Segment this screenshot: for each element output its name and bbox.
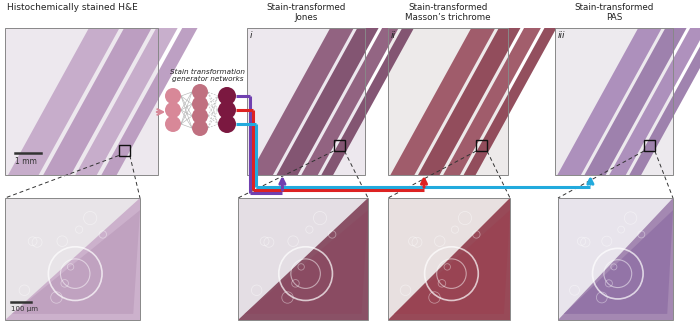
Text: Stain-transformed
Jones: Stain-transformed Jones [266, 3, 346, 22]
Circle shape [165, 116, 181, 132]
Circle shape [218, 115, 236, 133]
Bar [388, 198, 510, 320]
Circle shape [192, 96, 208, 112]
Polygon shape [5, 198, 140, 320]
Polygon shape [321, 28, 414, 175]
Bar [555, 28, 673, 175]
Text: 1 mm: 1 mm [15, 157, 37, 166]
Text: Stain-transformed
PAS: Stain-transformed PAS [574, 3, 654, 22]
Polygon shape [584, 28, 687, 175]
Polygon shape [43, 28, 152, 175]
Bar [247, 28, 365, 175]
Polygon shape [629, 28, 700, 175]
Polygon shape [238, 198, 368, 320]
Circle shape [192, 84, 208, 100]
Polygon shape [388, 198, 510, 320]
Polygon shape [76, 28, 178, 175]
Polygon shape [443, 28, 541, 175]
Bar [5, 198, 140, 320]
Polygon shape [301, 28, 399, 175]
Text: iii: iii [558, 31, 566, 40]
Circle shape [192, 120, 208, 136]
Polygon shape [557, 28, 662, 175]
Bar [388, 28, 508, 175]
Polygon shape [564, 210, 673, 314]
Bar [5, 198, 140, 320]
Polygon shape [418, 28, 521, 175]
Text: 100 μm: 100 μm [11, 306, 38, 312]
Bar [644, 140, 655, 151]
Circle shape [165, 88, 181, 104]
Polygon shape [609, 28, 700, 175]
Bar [119, 145, 130, 155]
Text: ii: ii [391, 31, 396, 40]
Text: Stain transformation
generator networks: Stain transformation generator networks [171, 69, 246, 82]
Polygon shape [463, 28, 556, 175]
Bar [5, 28, 158, 175]
Bar [238, 198, 368, 320]
Text: i: i [250, 31, 253, 40]
Polygon shape [102, 28, 197, 175]
Bar [5, 28, 158, 175]
Bar [388, 28, 508, 175]
Text: Stain-transformed
Masson’s trichrome: Stain-transformed Masson’s trichrome [405, 3, 491, 22]
Bar [388, 198, 510, 320]
Circle shape [218, 101, 236, 119]
Polygon shape [276, 28, 379, 175]
Polygon shape [8, 28, 120, 175]
Bar [247, 28, 365, 175]
Polygon shape [391, 28, 496, 175]
Circle shape [218, 87, 236, 105]
Bar [555, 28, 673, 175]
Circle shape [165, 102, 181, 118]
Bar [333, 140, 344, 151]
Polygon shape [12, 210, 140, 314]
Polygon shape [394, 210, 510, 314]
Bar [476, 140, 487, 151]
Polygon shape [244, 210, 368, 314]
Circle shape [192, 108, 208, 124]
Bar [558, 198, 673, 320]
Bar [558, 198, 673, 320]
Polygon shape [558, 198, 673, 320]
Polygon shape [249, 28, 354, 175]
Bar [238, 198, 368, 320]
Text: Histochemically stained H&E: Histochemically stained H&E [7, 3, 138, 12]
